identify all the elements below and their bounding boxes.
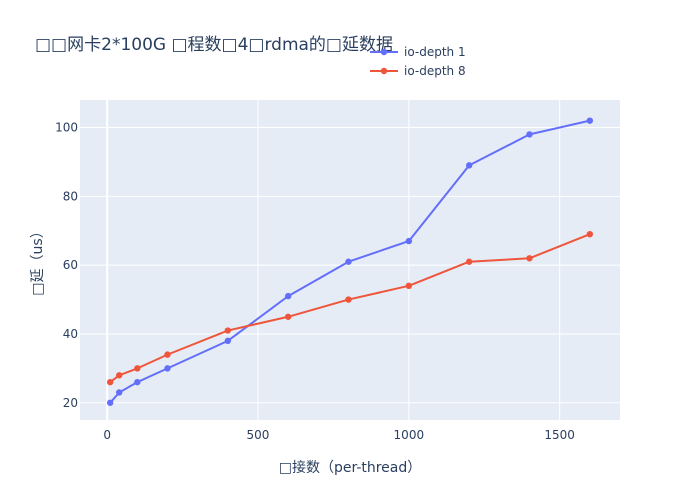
legend[interactable]: io-depth 1 io-depth 8 — [370, 45, 466, 78]
data-point[interactable] — [345, 258, 352, 265]
data-point[interactable] — [106, 399, 114, 406]
data-point[interactable] — [224, 327, 232, 334]
chart-title: □□网卡2*100G □程数□4□rdma的□延数据 — [35, 35, 393, 55]
y-tick-label: 60 — [63, 258, 78, 272]
y-axis-title: □延（us） — [30, 224, 46, 295]
data-point[interactable] — [586, 117, 594, 124]
series-io-depth-8 — [106, 230, 594, 386]
x-tick-label: 500 — [247, 428, 270, 442]
legend-label-io-depth-8: io-depth 8 — [404, 64, 466, 78]
data-point[interactable] — [345, 296, 352, 303]
data-point[interactable] — [116, 389, 123, 396]
y-tick-label: 100 — [55, 121, 78, 135]
legend-marker-io-depth-8 — [380, 67, 388, 75]
legend-item-io-depth-1[interactable]: io-depth 1 — [370, 45, 466, 59]
legend-label-io-depth-1: io-depth 1 — [404, 45, 466, 59]
grid-layer — [80, 100, 620, 420]
data-point[interactable] — [465, 258, 473, 265]
x-tick-label: 1000 — [394, 428, 425, 442]
axis-layer: 0 500 1000 1500 20 40 60 80 100 — [55, 121, 575, 442]
data-point[interactable] — [526, 255, 533, 262]
data-point[interactable] — [134, 378, 141, 386]
y-tick-label: 40 — [63, 327, 78, 341]
data-point[interactable] — [224, 337, 232, 345]
x-tick-label: 1500 — [544, 428, 575, 442]
data-point[interactable] — [164, 365, 171, 372]
data-point[interactable] — [284, 292, 292, 300]
data-point[interactable] — [284, 313, 292, 320]
legend-marker-io-depth-1 — [380, 48, 388, 56]
data-point[interactable] — [586, 230, 594, 238]
data-point[interactable] — [405, 282, 413, 290]
series-io-depth-1 — [106, 117, 594, 406]
legend-item-io-depth-8[interactable]: io-depth 8 — [370, 64, 466, 78]
y-tick-label: 80 — [63, 189, 78, 203]
data-point[interactable] — [106, 378, 114, 386]
x-tick-label: 0 — [103, 428, 111, 442]
series-layer — [106, 117, 594, 406]
data-point[interactable] — [405, 237, 413, 245]
y-tick-label: 20 — [63, 396, 78, 410]
data-point[interactable] — [465, 162, 473, 169]
x-axis-title: □接数（per-thread） — [279, 459, 422, 476]
data-point[interactable] — [164, 351, 171, 358]
data-point[interactable] — [116, 372, 123, 379]
data-point[interactable] — [526, 131, 533, 138]
data-point[interactable] — [134, 365, 141, 372]
